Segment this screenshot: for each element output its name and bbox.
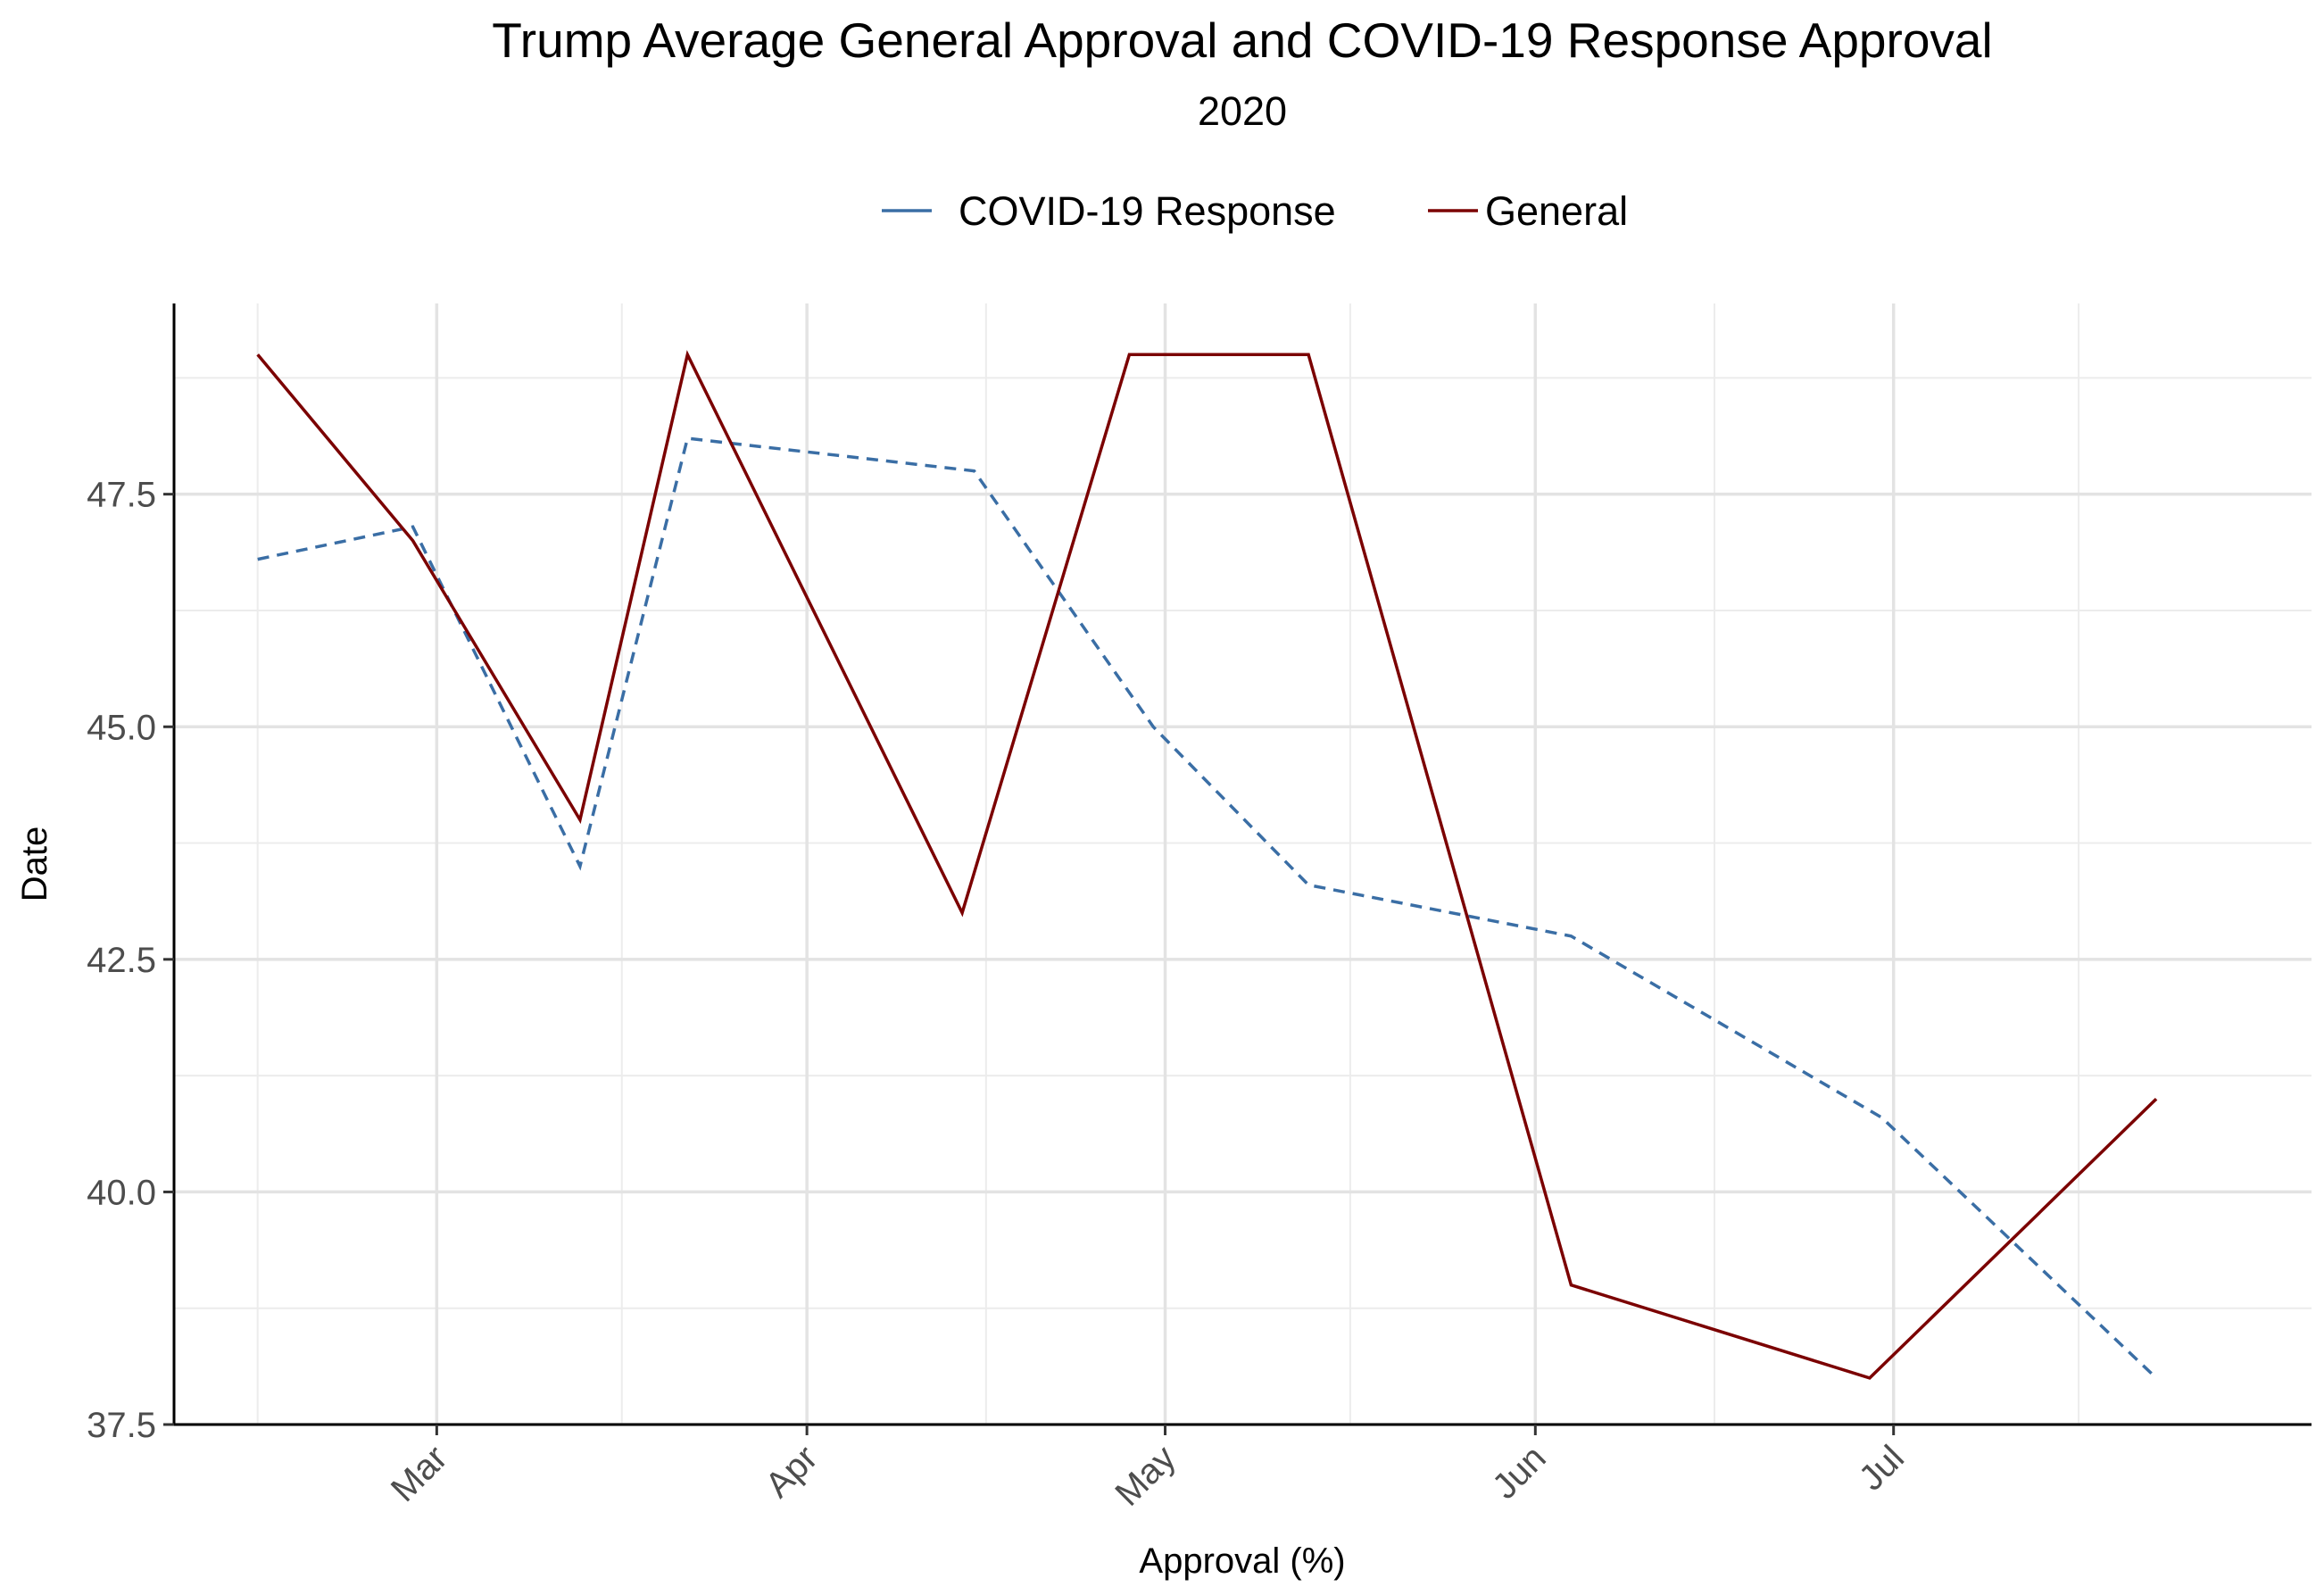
y-tick-label: 37.5: [87, 1406, 156, 1445]
legend-label-general: General: [1485, 188, 1628, 234]
x-axis-title: Approval (%): [1139, 1541, 1345, 1581]
chart-subtitle: 2020: [1198, 88, 1287, 134]
series-layer: [256, 350, 2158, 1380]
series-line-general: [256, 350, 2158, 1380]
legend-label-covid: COVID-19 Response: [959, 188, 1336, 234]
y-axis-title: Date: [15, 827, 54, 902]
y-tick-label: 45.0: [87, 708, 156, 747]
y-tick-label: 40.0: [87, 1173, 156, 1212]
series-line-covid-response: [257, 436, 2158, 1380]
chart-title: Trump Average General Approval and COVID…: [492, 12, 1993, 68]
y-tick-label: 47.5: [87, 476, 156, 515]
grid-minor: [174, 303, 2312, 1425]
legend: COVID-19 Response General: [882, 188, 1628, 234]
y-ticks: 37.5 40.0 42.5 45.0 47.5: [87, 476, 174, 1445]
y-tick-label: 42.5: [87, 941, 156, 980]
